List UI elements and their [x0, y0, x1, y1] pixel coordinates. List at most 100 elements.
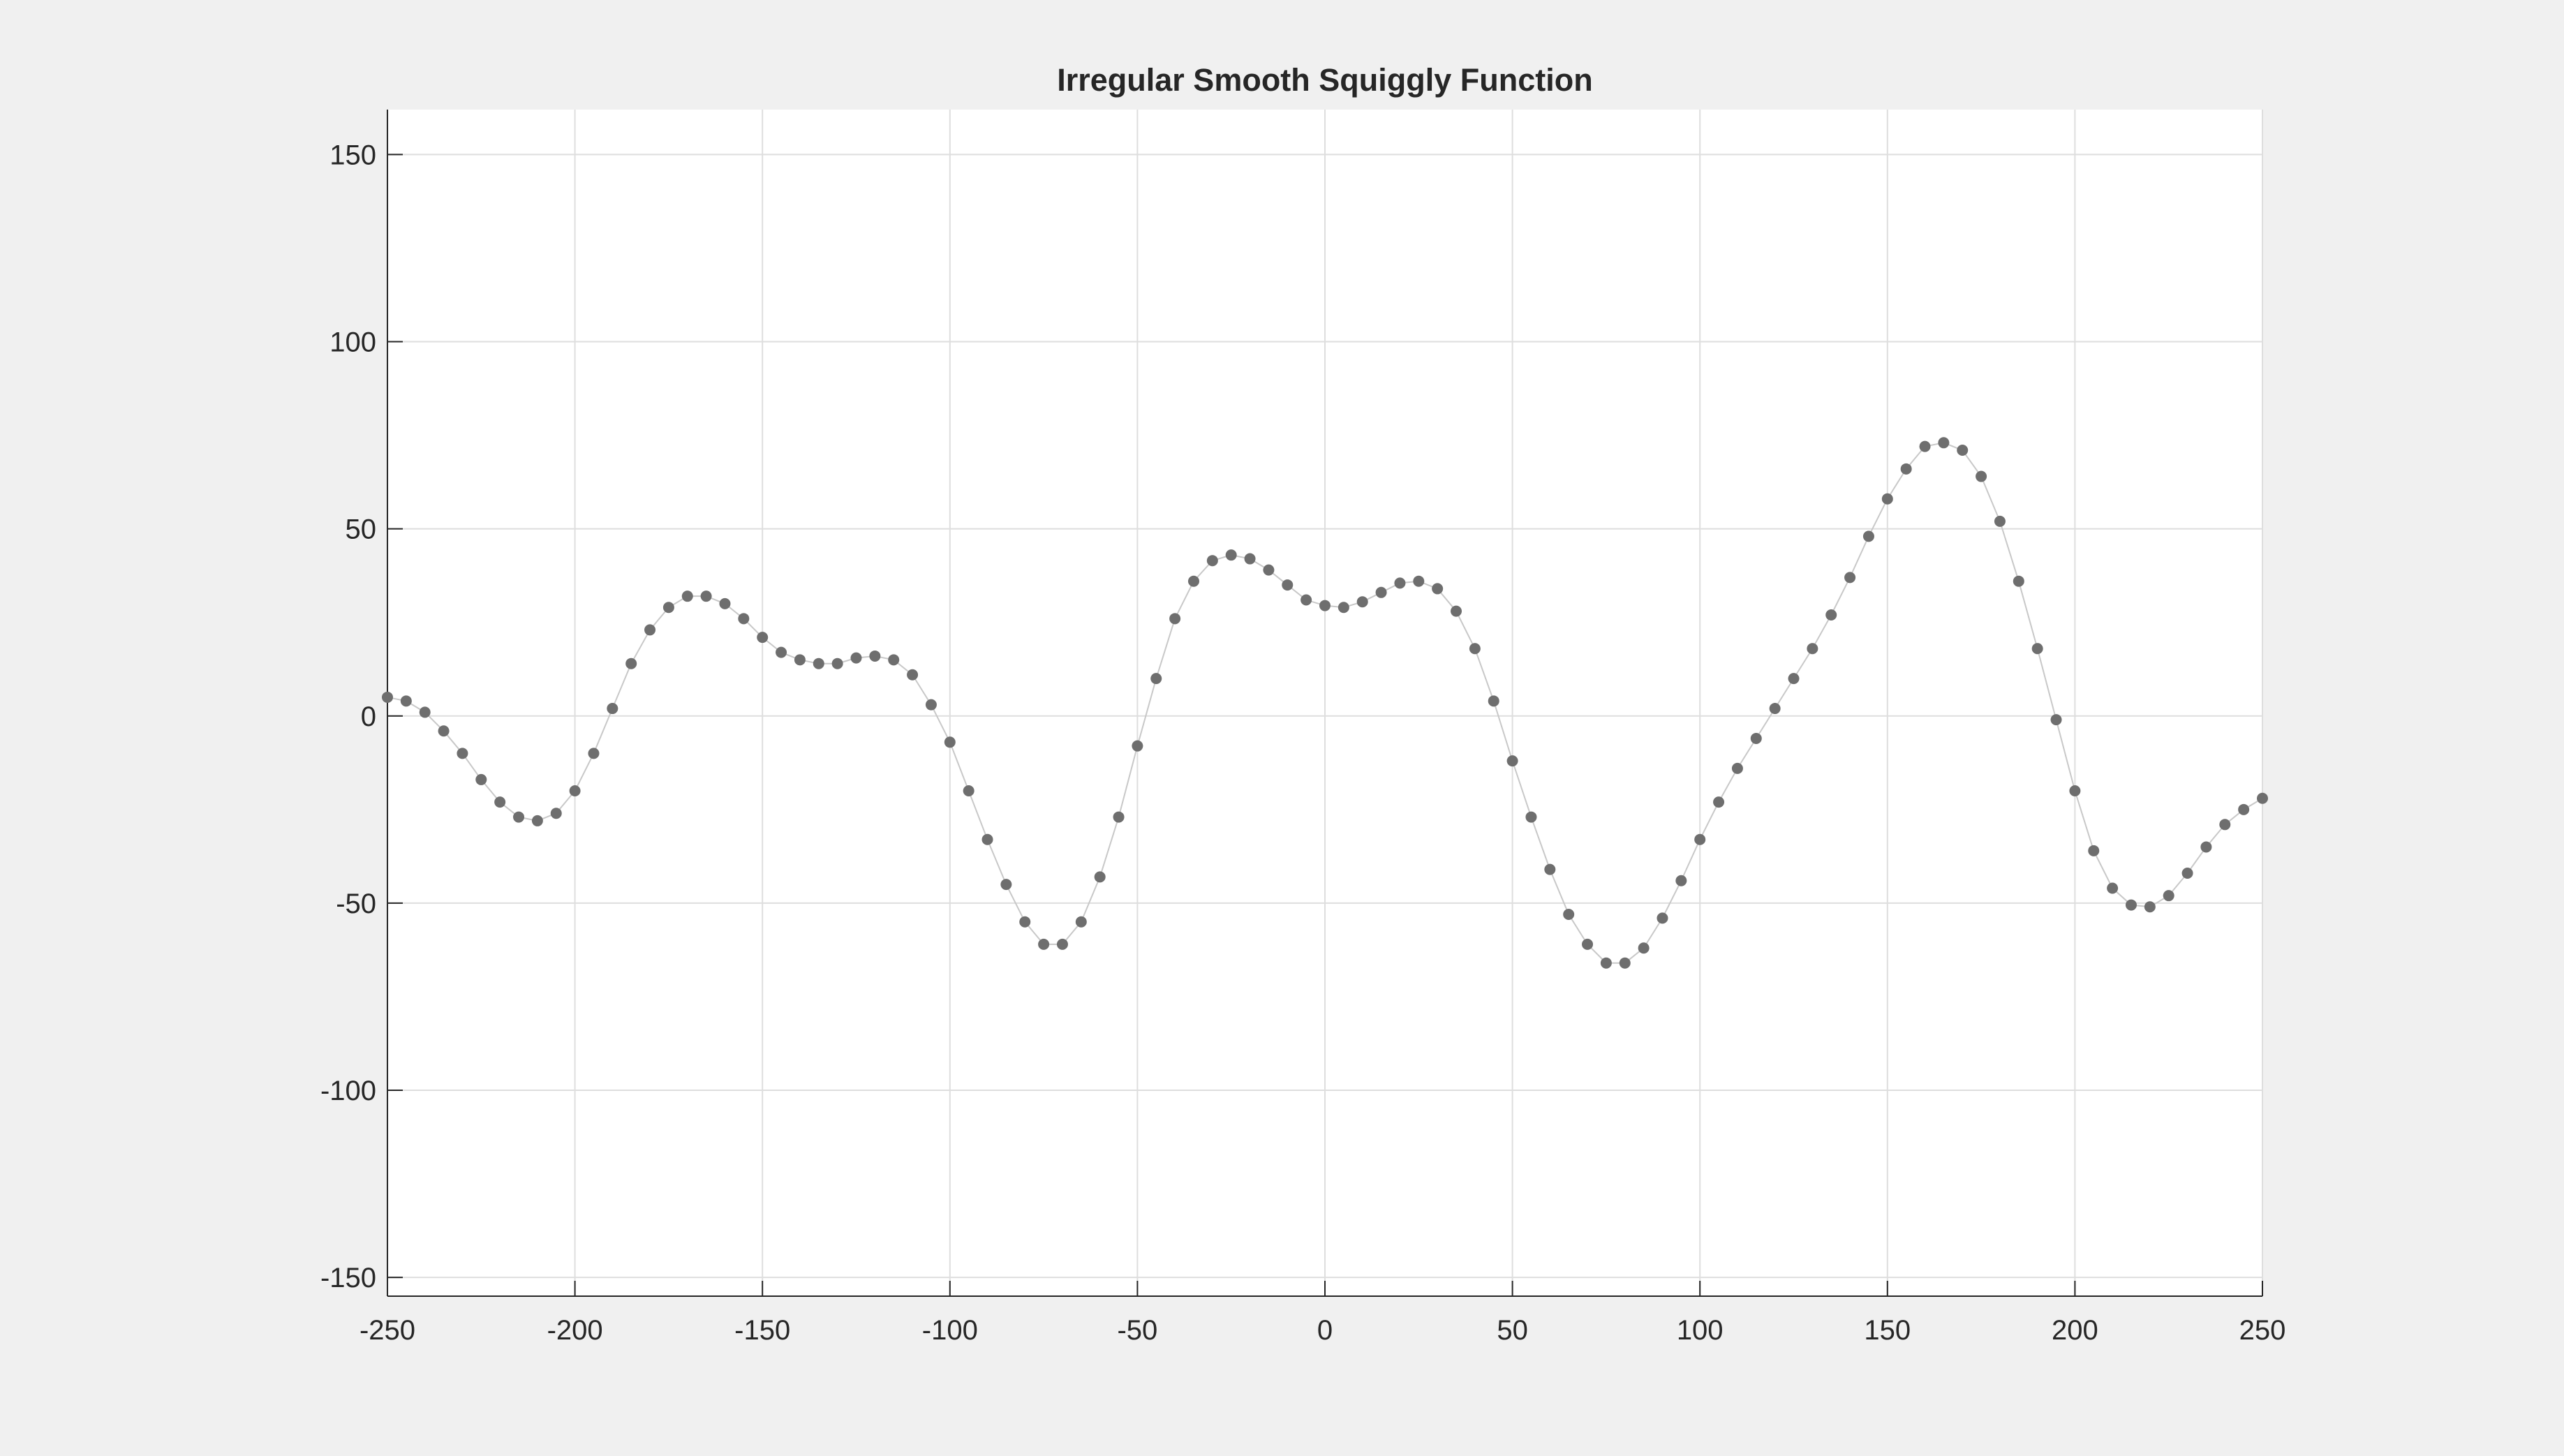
data-point	[738, 613, 750, 625]
data-point	[981, 833, 993, 845]
y-tick-label: -50	[336, 889, 376, 919]
x-tick-label: 0	[1317, 1315, 1333, 1346]
data-point	[1263, 564, 1275, 576]
x-tick-label: 100	[1677, 1315, 1724, 1346]
x-tick-label: -100	[922, 1315, 978, 1346]
data-point	[850, 652, 862, 664]
data-point	[1187, 575, 1199, 587]
data-point	[1713, 796, 1725, 808]
data-point	[1938, 437, 1950, 449]
x-tick-label: 50	[1497, 1315, 1528, 1346]
data-point	[2013, 575, 2024, 587]
x-tick-label: -150	[734, 1315, 790, 1346]
data-point	[1206, 555, 1218, 567]
x-tick-label: -200	[547, 1315, 603, 1346]
data-point	[1488, 695, 1499, 707]
data-point	[1075, 916, 1087, 928]
data-point	[1788, 673, 1800, 685]
data-point	[494, 796, 506, 808]
x-tick-label: 250	[2239, 1315, 2286, 1346]
data-point	[2088, 845, 2100, 856]
data-point	[681, 590, 693, 602]
chart-title: Irregular Smooth Squiggly Function	[1057, 62, 1593, 98]
data-point	[513, 811, 525, 823]
data-point	[2181, 868, 2193, 879]
data-point	[2238, 803, 2250, 815]
data-point	[588, 748, 600, 759]
y-tick-label: -150	[320, 1263, 376, 1293]
data-point	[1413, 575, 1425, 587]
data-point	[644, 624, 656, 636]
data-point	[1619, 957, 1631, 969]
data-point	[1132, 740, 1143, 752]
data-point	[625, 658, 637, 669]
data-point	[1019, 916, 1031, 928]
data-point	[1282, 579, 1294, 591]
data-point	[607, 703, 618, 715]
data-point	[419, 706, 431, 718]
data-point	[531, 815, 543, 826]
data-point	[2069, 785, 2081, 797]
data-point	[869, 650, 881, 662]
data-point	[438, 725, 450, 737]
data-point	[1957, 445, 1969, 456]
data-point	[1694, 833, 1706, 845]
data-point	[1862, 530, 1874, 542]
data-point	[2144, 901, 2156, 913]
x-tick-label: 200	[2052, 1315, 2098, 1346]
x-tick-label: -50	[1117, 1315, 1157, 1346]
y-tick-label: 0	[361, 701, 376, 732]
data-point	[925, 699, 937, 711]
data-point	[1731, 762, 1743, 774]
data-point	[1919, 440, 1931, 452]
data-point	[1600, 957, 1612, 969]
data-point	[2031, 643, 2043, 655]
data-point	[1113, 811, 1125, 823]
data-point	[1525, 811, 1537, 823]
data-point	[1356, 596, 1368, 608]
data-point	[1825, 609, 1837, 621]
data-point	[662, 602, 674, 614]
data-point	[1506, 755, 1518, 767]
data-point	[1544, 863, 1556, 875]
data-point	[550, 808, 562, 819]
data-point	[1769, 703, 1781, 715]
data-point	[1150, 673, 1162, 685]
data-point	[1994, 515, 2006, 527]
data-point	[1169, 613, 1181, 625]
data-point	[1300, 594, 1312, 606]
data-point	[831, 658, 843, 669]
data-point	[907, 669, 919, 681]
x-tick-label: -250	[360, 1315, 415, 1346]
data-point	[1432, 583, 1444, 595]
data-point	[2107, 882, 2119, 894]
data-point	[719, 597, 731, 609]
y-tick-label: 50	[346, 514, 377, 545]
data-point	[2257, 792, 2268, 804]
data-point	[569, 785, 581, 797]
x-tick-label: 150	[1864, 1315, 1911, 1346]
data-point	[1844, 572, 1856, 584]
data-point	[1244, 553, 1256, 565]
data-point	[1750, 732, 1762, 744]
data-point	[1807, 643, 1818, 655]
data-point	[776, 646, 787, 658]
data-point	[2163, 890, 2174, 902]
data-point	[813, 658, 824, 669]
data-point	[1451, 605, 1462, 617]
data-point	[1582, 938, 1594, 950]
data-point	[700, 590, 712, 602]
data-point	[457, 748, 468, 759]
data-point	[794, 654, 806, 666]
data-point	[1319, 600, 1331, 611]
data-point	[2200, 841, 2212, 853]
data-point	[1375, 586, 1387, 598]
data-point	[1563, 908, 1575, 920]
data-point	[1337, 602, 1349, 614]
data-point	[963, 785, 975, 797]
data-point	[1394, 577, 1406, 589]
data-point	[1094, 871, 1106, 883]
data-point	[1900, 463, 1912, 475]
